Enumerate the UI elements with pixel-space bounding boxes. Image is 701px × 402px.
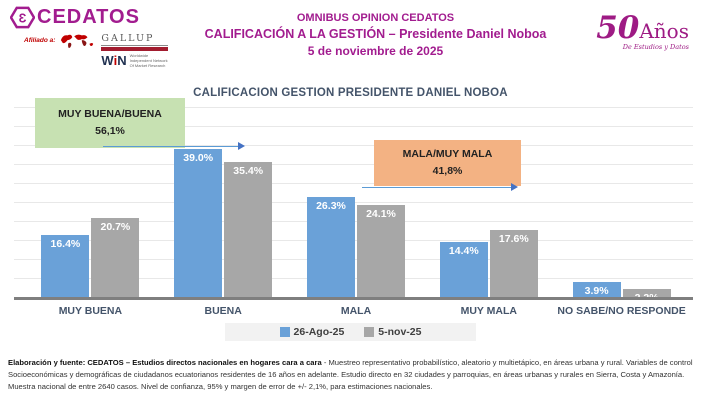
gridline — [14, 145, 693, 146]
report-title-line3: 5 de noviembre de 2025 — [307, 44, 444, 58]
win-subtext: Worldwide Independent Network Of Market … — [129, 53, 168, 69]
gridline — [14, 107, 693, 108]
annotation-label: MALA/MUY MALA — [402, 148, 493, 161]
legend-swatch-icon — [364, 327, 375, 337]
bar: 14.4% — [439, 242, 488, 297]
svg-text:Ɛ: Ɛ — [19, 11, 27, 25]
chart-title: CALIFICACION GESTION PRESIDENTE DANIEL N… — [193, 87, 508, 99]
arrow-right-icon — [103, 142, 245, 151]
header: Ɛ CEDATOS Afiliado a: GALLUP WiN — [0, 0, 701, 82]
category-label: NO SABE/NO RESPONDE — [557, 305, 686, 317]
annotation-value: 41,8% — [432, 165, 463, 177]
bar-value-label: 20.7% — [100, 221, 131, 234]
report-title: OMNIBUS OPINION CEDATOS CALIFICACIÓN A L… — [150, 12, 601, 58]
bar-group: 16.4% 20.7% — [24, 105, 157, 297]
affiliation-row: Afiliado a: GALLUP WiN Worldwide — [24, 31, 170, 69]
annotation-mala-muy-mala: MALA/MUY MALA 41,8% — [374, 140, 521, 186]
win-logo: WiN Worldwide Independent Network Of Mar… — [101, 53, 167, 69]
plot-area: 16.4% 20.7% 39.0% 35.4% 26.3% 24.1% 14.4% 17.6%… — [24, 105, 688, 297]
bar: 17.6% — [489, 230, 538, 297]
methodology-note: Elaboración y fuente: CEDATOS – Estudios… — [8, 357, 695, 392]
legend-item: 26-Ago-25 — [279, 326, 345, 338]
report-title-line2: CALIFICACIÓN A LA GESTIÓN – Presidente D… — [204, 27, 547, 41]
bar: 24.1% — [356, 205, 405, 297]
bar: 3.9% — [572, 282, 621, 297]
category-label: MUY BUENA — [58, 305, 123, 317]
gallup-wordmark: GALLUP — [101, 33, 168, 46]
bar-value-label: 26.3% — [316, 200, 346, 213]
bar: 2.2% — [622, 288, 671, 297]
bar-value-label: 3.9% — [584, 285, 609, 297]
bar-group: 3.9% 2.2% — [555, 105, 688, 297]
bar-group: 39.0% 35.4% — [157, 105, 290, 297]
bar: 26.3% — [306, 197, 355, 297]
legend: 26-Ago-25 5-nov-25 — [0, 323, 701, 341]
bar-value-label: 16.4% — [50, 237, 81, 250]
legend-swatch-icon — [279, 327, 290, 337]
gridline — [14, 126, 693, 127]
cedatos-wordmark: CEDATOS — [37, 6, 140, 28]
methodology-source: Elaboración y fuente: CEDATOS – Estudios… — [8, 358, 322, 367]
annotation-muy-buena-buena: MUY BUENA/BUENA 56,1% — [35, 98, 185, 148]
legend-label: 26-Ago-25 — [293, 326, 345, 338]
methodology-text: - Muestreo representativo probabilístico… — [8, 358, 693, 391]
arrow-right-icon — [362, 183, 518, 192]
cedatos-logo: Ɛ CEDATOS Afiliado a: GALLUP WiN — [10, 6, 170, 69]
anniversary-logo: 50Años De Estudios y Datos — [596, 10, 689, 51]
anniversary-wordmark: 50Años — [596, 10, 689, 46]
affiliate-label: Afiliado a: — [24, 37, 56, 44]
bar-group: 14.4% 17.6% — [422, 105, 555, 297]
gridline — [14, 164, 693, 165]
bar-value-label: 24.1% — [366, 208, 396, 221]
legend-label: 5-nov-25 — [378, 326, 422, 338]
category-label: BUENA — [204, 305, 242, 317]
bar: 20.7% — [91, 218, 140, 297]
world-map-icon — [61, 34, 94, 48]
bar-value-label: 2.2% — [623, 292, 671, 297]
cedatos-brand-row: Ɛ CEDATOS — [10, 6, 170, 29]
bar: 16.4% — [41, 234, 90, 297]
bar-value-label: 35.4% — [233, 165, 264, 178]
annotation-value: 56,1% — [95, 125, 125, 137]
bar-value-label: 39.0% — [183, 151, 214, 164]
win-wordmark: WiN — [101, 53, 127, 69]
legend-strip: 26-Ago-25 5-nov-25 — [224, 323, 477, 341]
x-axis-line — [14, 297, 693, 300]
chart-panel: CALIFICACION GESTION PRESIDENTE DANIEL N… — [0, 85, 701, 347]
bar: 35.4% — [224, 162, 273, 297]
anniversary-tagline: De Estudios y Datos — [622, 43, 689, 51]
bar-group: 26.3% 24.1% — [290, 105, 423, 297]
bar-value-label: 17.6% — [498, 233, 529, 246]
category-label: MUY MALA — [460, 305, 517, 317]
gridline — [14, 183, 693, 184]
bar: 39.0% — [174, 148, 223, 297]
legend-item: 5-nov-25 — [364, 326, 421, 338]
bar-value-label: 14.4% — [448, 245, 479, 258]
gallup-international-bar — [101, 47, 168, 51]
cedatos-hexagon-icon: Ɛ — [10, 6, 35, 29]
annotation-label: MUY BUENA/BUENA — [58, 108, 162, 121]
category-axis: MUY BUENA BUENA MALA MUY MALA NO SABE/NO RES… — [24, 305, 688, 317]
category-label: MALA — [340, 305, 372, 317]
report-title-line1: OMNIBUS OPINION CEDATOS — [296, 12, 455, 24]
gallup-logo: GALLUP WiN Worldwide Independent Network… — [101, 33, 168, 69]
